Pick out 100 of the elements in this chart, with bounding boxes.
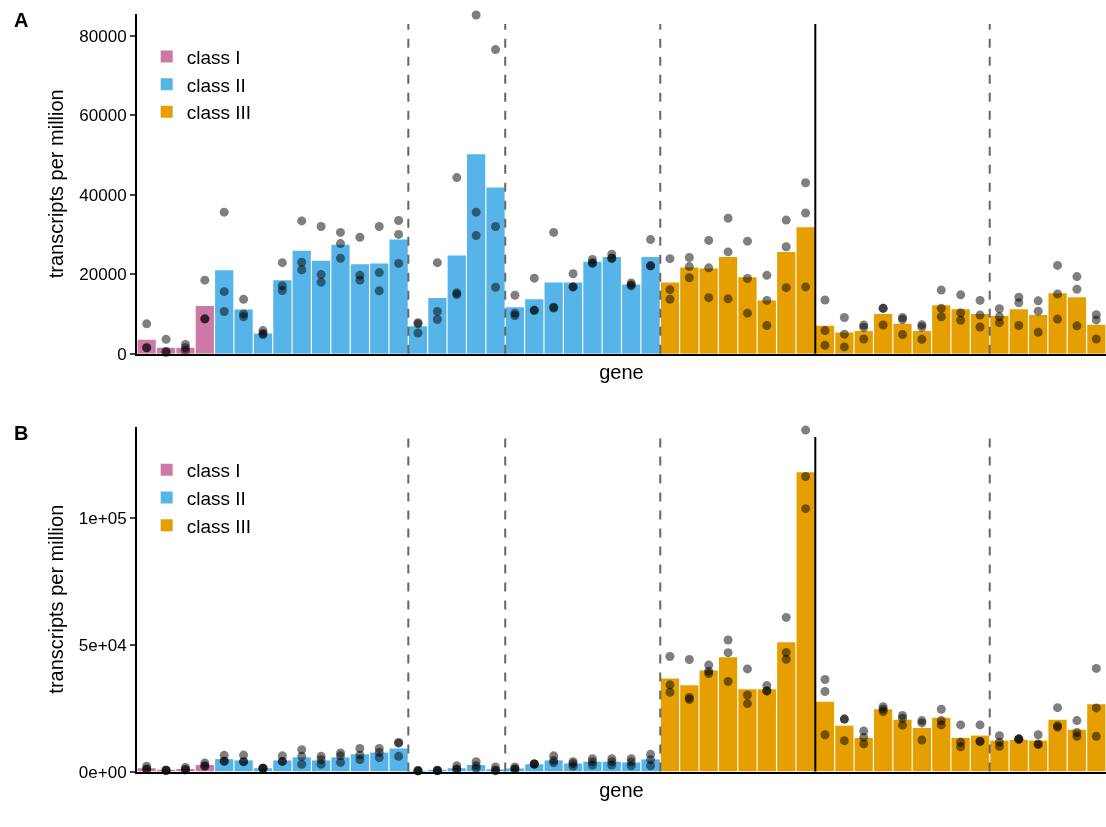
point [1091, 663, 1101, 673]
point [161, 334, 171, 344]
point [510, 290, 520, 300]
point [801, 471, 811, 481]
point [820, 340, 830, 350]
point [839, 313, 849, 322]
point [1053, 289, 1063, 299]
point [723, 635, 733, 645]
point [335, 227, 345, 237]
point [665, 651, 675, 661]
y-tick-label: 60000 [79, 106, 127, 126]
point [956, 315, 966, 325]
point [820, 730, 830, 740]
bar [389, 748, 408, 772]
point [956, 308, 966, 318]
point [1014, 298, 1024, 308]
point [374, 286, 384, 296]
point [1091, 315, 1101, 325]
point [394, 229, 404, 239]
point [684, 262, 694, 272]
point [1091, 703, 1101, 713]
point [762, 320, 772, 330]
point [355, 275, 365, 285]
point [742, 274, 752, 284]
bar [796, 472, 815, 772]
point [801, 208, 811, 218]
point [936, 285, 946, 295]
point [1072, 716, 1082, 726]
point [1033, 306, 1043, 316]
point [878, 320, 888, 330]
point [742, 664, 752, 674]
point [820, 675, 830, 685]
point [1072, 321, 1082, 331]
point [936, 303, 946, 313]
point [413, 328, 423, 338]
point [781, 215, 791, 225]
y-tick-label: 0e+00 [78, 762, 127, 782]
legend-label: class I [186, 46, 241, 68]
point [1033, 296, 1043, 306]
point [994, 318, 1004, 328]
point [665, 285, 675, 295]
point [394, 258, 404, 268]
point [491, 45, 501, 55]
legend-label: class II [186, 74, 246, 96]
point [316, 270, 326, 280]
point [742, 690, 752, 700]
point [994, 741, 1004, 751]
point [665, 680, 675, 690]
point [936, 312, 946, 322]
point [297, 265, 307, 275]
point [1033, 730, 1043, 740]
x-axis-title: gene [599, 361, 644, 384]
point [297, 257, 307, 267]
point [742, 699, 752, 709]
point [471, 231, 481, 241]
point [781, 654, 791, 664]
x-axis-title: gene [599, 778, 644, 801]
point [723, 213, 733, 223]
point [219, 307, 229, 317]
y-tick-label: 0 [117, 344, 127, 364]
point [820, 326, 830, 336]
point [801, 178, 811, 188]
point [1014, 320, 1024, 330]
point [432, 258, 442, 268]
point [704, 235, 714, 245]
point [394, 216, 404, 226]
point [1091, 731, 1101, 741]
y-tick-label: 80000 [79, 26, 127, 46]
point [335, 239, 345, 249]
point [762, 270, 772, 280]
point [684, 273, 694, 283]
point [471, 207, 481, 217]
point [1053, 314, 1063, 324]
point [316, 277, 326, 287]
point [219, 207, 229, 217]
point [975, 720, 985, 730]
point [975, 295, 985, 305]
point [665, 254, 675, 264]
point [801, 425, 811, 435]
point [742, 308, 752, 318]
point [781, 612, 791, 622]
point [820, 295, 830, 305]
point [219, 287, 229, 297]
legend-label: class III [186, 102, 252, 124]
chart-title: B [14, 422, 29, 444]
legend-label: class II [186, 487, 246, 509]
point [549, 227, 559, 237]
y-tick-label: 20000 [79, 265, 127, 285]
point [723, 648, 733, 658]
point [297, 751, 307, 761]
point [452, 173, 462, 183]
point [956, 742, 966, 752]
y-tick-label: 5e+04 [78, 635, 127, 655]
point [956, 290, 966, 300]
point [723, 677, 733, 687]
bar [796, 227, 815, 354]
legend-label: class I [186, 460, 241, 482]
point [975, 310, 985, 320]
point [704, 293, 714, 303]
point [936, 720, 946, 730]
